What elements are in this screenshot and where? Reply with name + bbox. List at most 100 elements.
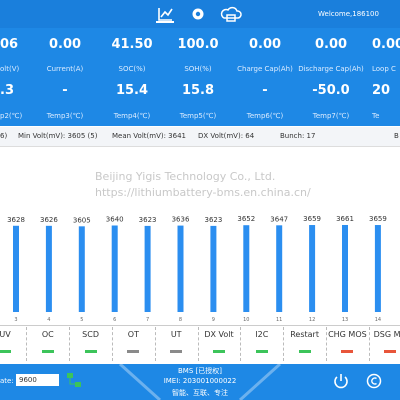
baud-label: ate:: [0, 377, 14, 385]
welcome: Welcome,186100: [318, 10, 379, 18]
info-item: Min Volt(mV): 3605 (5): [18, 132, 98, 140]
bar: [13, 225, 19, 312]
status-sep: [112, 327, 114, 361]
cell-index: 12: [309, 317, 315, 323]
bar-label: 3636: [172, 216, 190, 224]
cell-index: 11: [276, 317, 282, 323]
status-indicator: [384, 350, 397, 353]
baud-select[interactable]: 9600: [16, 374, 59, 386]
status-label: I2C: [255, 330, 269, 339]
cloud-icon[interactable]: [220, 6, 242, 22]
status-indicator: [170, 350, 183, 353]
stat-value: -: [262, 83, 268, 98]
status-sep: [326, 327, 328, 361]
active-tab: [156, 21, 174, 23]
status-label: Restart: [290, 330, 319, 339]
stat-label: Temp4(℃): [113, 112, 151, 120]
connect-icon[interactable]: [66, 372, 82, 388]
settings-icon[interactable]: [192, 8, 204, 20]
bar: [309, 225, 316, 312]
bar-label: 3626: [40, 216, 58, 224]
bar: [78, 226, 85, 312]
bar-label: 3659: [303, 215, 321, 223]
stat-value: 20: [372, 83, 391, 98]
info-item: 6): [0, 132, 8, 140]
cell-index: 7: [146, 317, 149, 323]
stat-value: 0.00: [314, 37, 348, 52]
cell-index: 6: [113, 317, 116, 323]
cell-index: 10: [243, 317, 249, 323]
bar-label: 3661: [336, 215, 354, 223]
imei: IMEI: 203001000022: [163, 377, 237, 385]
status-sep: [368, 327, 371, 361]
status-label: SCD: [82, 330, 100, 339]
stat-value: 41.50: [111, 37, 153, 52]
info-bar: [0, 127, 400, 147]
stat-value: 0.00: [372, 37, 400, 52]
bar: [243, 225, 250, 312]
status-sep: [240, 327, 242, 361]
divider: [0, 325, 400, 326]
status-indicator: [255, 350, 268, 353]
info-item: DX Volt(mV): 64: [198, 132, 255, 140]
bar: [177, 225, 184, 312]
status-label: UT: [170, 330, 182, 339]
stat-label: Temp7(℃): [312, 112, 350, 120]
footer: [0, 364, 400, 400]
bar-label: 3652: [237, 215, 255, 223]
app-title: BMS [已授权]: [178, 367, 222, 375]
cell-chart: 3628 3 3626 4 3605 5 3640 6 3623 7 3636 8 3623 9 3652 1…: [7, 215, 387, 323]
bar-label: 3623: [204, 216, 222, 224]
stat-value: -50.0: [312, 83, 350, 98]
bar-label: 3628: [7, 216, 25, 224]
stat-value: 15.8: [181, 83, 215, 98]
bar-label: 3623: [139, 216, 157, 224]
watermark: https://lithiumbattery-bms.en.china.cn/: [95, 186, 311, 199]
status-label: DX Volt: [204, 330, 234, 339]
stat-label: Current(A): [46, 65, 84, 73]
status-sep: [283, 327, 285, 361]
stat-label: Te: [372, 112, 380, 120]
bar-label: 3640: [106, 215, 124, 223]
status-sep: [26, 327, 28, 361]
status-indicator: [0, 350, 11, 353]
bar: [374, 225, 381, 312]
cell-index: 8: [179, 317, 182, 323]
bar: [342, 224, 348, 312]
watermark: Beijing Yigis Technology Co., Ltd.: [95, 170, 276, 183]
status-indicator: [298, 350, 311, 353]
status-label: OC: [41, 330, 54, 339]
status-label: OT: [127, 330, 139, 339]
cell-index: 9: [212, 317, 215, 323]
status-indicator: [213, 350, 225, 353]
cell-index: 3: [14, 317, 17, 323]
stat-value: -: [62, 83, 68, 98]
stat-value: 0.00: [248, 37, 282, 52]
stat-label: Temp3(℃): [46, 112, 84, 120]
status-label: DSG MO: [373, 330, 400, 339]
status-indicator: [127, 350, 140, 353]
stat-label: SOC(%): [118, 65, 146, 73]
stat-label: olt(V): [0, 65, 20, 73]
bar-label: 3605: [73, 216, 91, 224]
status-sep: [154, 327, 157, 361]
info-item: Mean Volt(mV): 3641: [112, 132, 186, 140]
bar-label: 3659: [369, 215, 387, 223]
stat-label: Charge Cap(Ah): [237, 65, 293, 73]
bar-label: 3647: [270, 215, 288, 223]
chart-icon[interactable]: [158, 8, 173, 21]
slogan: 智能、互联、专注: [172, 389, 228, 397]
power-icon[interactable]: [334, 374, 348, 389]
cell-index: 13: [342, 317, 348, 323]
stat-label: SOH(%): [184, 65, 212, 73]
stat-label: Temp5(℃): [179, 112, 217, 120]
status-indicator: [41, 350, 54, 353]
copyright-icon[interactable]: [366, 373, 382, 389]
stat-value: .3: [0, 83, 14, 98]
cell-index: 14: [375, 317, 381, 323]
nav-icons: [156, 6, 242, 23]
bar: [111, 225, 118, 312]
stat-label: Temp6(℃): [246, 112, 284, 120]
stat-value: 15.4: [115, 83, 149, 98]
stat-label: Loop C: [372, 65, 396, 73]
